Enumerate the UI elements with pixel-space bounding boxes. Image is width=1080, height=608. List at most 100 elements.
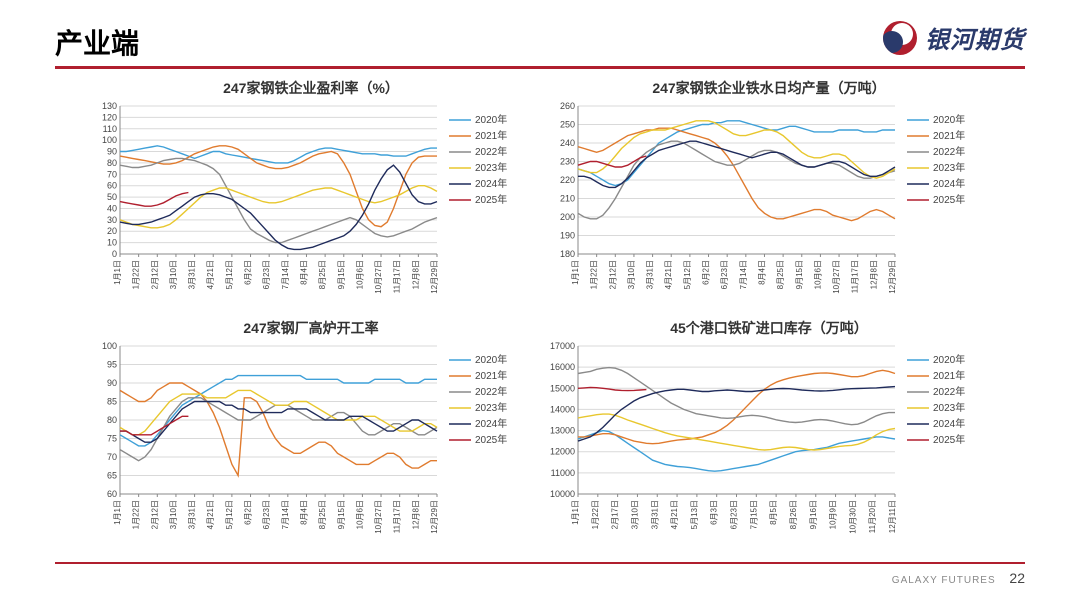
- svg-text:10月27日: 10月27日: [832, 260, 841, 294]
- svg-text:60: 60: [107, 181, 117, 191]
- svg-text:7月14日: 7月14日: [281, 500, 290, 529]
- svg-text:7月14日: 7月14日: [281, 260, 290, 289]
- svg-text:2022年: 2022年: [933, 145, 965, 158]
- svg-text:2024年: 2024年: [475, 417, 507, 430]
- svg-text:10月6日: 10月6日: [355, 260, 364, 289]
- svg-text:20: 20: [107, 226, 117, 236]
- svg-text:5月12日: 5月12日: [683, 260, 692, 289]
- svg-text:2020年: 2020年: [475, 353, 507, 366]
- svg-text:1月1日: 1月1日: [113, 260, 122, 285]
- footer: GALAXY FUTURES 22: [892, 570, 1025, 586]
- svg-text:2020年: 2020年: [933, 113, 965, 126]
- svg-text:9月15日: 9月15日: [337, 260, 346, 289]
- chart-panel-4: 45个港口铁矿进口库存（万吨） 100001100012000130001400…: [548, 318, 990, 552]
- svg-text:250: 250: [560, 120, 575, 130]
- svg-text:11月17日: 11月17日: [393, 500, 402, 533]
- svg-text:12月8日: 12月8日: [869, 260, 878, 289]
- chart-grid: 247家钢铁企业盈利率（%） 0102030405060708090100110…: [90, 78, 990, 548]
- page-title: 产业端: [55, 22, 1025, 62]
- svg-text:12000: 12000: [550, 447, 575, 457]
- svg-text:7月14日: 7月14日: [739, 260, 748, 289]
- svg-text:6月2日: 6月2日: [244, 260, 253, 285]
- svg-text:1月1日: 1月1日: [571, 500, 580, 525]
- brand-logo-icon: [883, 21, 917, 55]
- svg-text:3月10日: 3月10日: [169, 260, 178, 289]
- page-number: 22: [1009, 570, 1025, 586]
- svg-text:1月22日: 1月22日: [591, 500, 600, 529]
- svg-text:2024年: 2024年: [475, 177, 507, 190]
- svg-text:2020年: 2020年: [475, 113, 507, 126]
- svg-text:11000: 11000: [551, 468, 575, 478]
- svg-text:100: 100: [102, 135, 117, 145]
- svg-text:9月15日: 9月15日: [337, 500, 346, 529]
- svg-text:100: 100: [102, 341, 117, 351]
- svg-text:8月5日: 8月5日: [769, 500, 778, 525]
- chart-title-3: 247家钢厂高炉开工率: [90, 318, 532, 338]
- svg-text:130: 130: [102, 101, 117, 111]
- svg-text:2024年: 2024年: [933, 417, 965, 430]
- svg-text:200: 200: [560, 212, 575, 222]
- svg-text:2月17日: 2月17日: [611, 500, 620, 529]
- svg-text:8月25日: 8月25日: [776, 260, 785, 289]
- svg-text:2025年: 2025年: [475, 433, 507, 446]
- svg-text:10月30日: 10月30日: [848, 500, 857, 534]
- svg-text:2023年: 2023年: [933, 401, 965, 414]
- svg-text:6月3日: 6月3日: [710, 500, 719, 525]
- svg-text:12月11日: 12月11日: [888, 500, 897, 533]
- svg-text:11月17日: 11月17日: [393, 260, 402, 293]
- svg-text:2022年: 2022年: [933, 385, 965, 398]
- svg-text:12月8日: 12月8日: [411, 500, 420, 529]
- svg-text:9月15日: 9月15日: [795, 260, 804, 289]
- svg-text:3月31日: 3月31日: [646, 260, 655, 289]
- svg-text:11月20日: 11月20日: [868, 500, 877, 533]
- svg-text:85: 85: [107, 397, 117, 407]
- svg-text:230: 230: [560, 157, 575, 167]
- chart-2: 1801902002102202302402502601月1日1月22日2月12…: [548, 100, 990, 312]
- svg-text:3月31日: 3月31日: [650, 500, 659, 529]
- svg-text:70: 70: [107, 452, 117, 462]
- svg-text:12月29日: 12月29日: [430, 260, 439, 294]
- svg-text:4月21日: 4月21日: [664, 260, 673, 289]
- svg-text:10月27日: 10月27日: [374, 500, 383, 534]
- svg-text:40: 40: [107, 203, 117, 213]
- chart-title-2: 247家钢铁企业铁水日均产量（万吨）: [548, 78, 990, 98]
- svg-text:1月1日: 1月1日: [571, 260, 580, 285]
- chart-panel-2: 247家钢铁企业铁水日均产量（万吨） 180190200210220230240…: [548, 78, 990, 312]
- svg-text:12月8日: 12月8日: [411, 260, 420, 289]
- svg-text:16000: 16000: [550, 362, 575, 372]
- svg-text:10月6日: 10月6日: [813, 260, 822, 289]
- svg-text:6月2日: 6月2日: [702, 260, 711, 285]
- svg-text:2021年: 2021年: [475, 129, 507, 142]
- svg-text:1月22日: 1月22日: [590, 260, 599, 289]
- svg-text:6月23日: 6月23日: [262, 260, 271, 289]
- chart-title-4: 45个港口铁矿进口库存（万吨）: [548, 318, 990, 338]
- svg-text:2023年: 2023年: [475, 401, 507, 414]
- svg-text:2月12日: 2月12日: [150, 260, 159, 289]
- svg-text:2022年: 2022年: [475, 145, 507, 158]
- svg-text:2020年: 2020年: [933, 353, 965, 366]
- svg-text:120: 120: [102, 112, 117, 122]
- svg-text:70: 70: [107, 169, 117, 179]
- svg-text:10: 10: [107, 238, 117, 248]
- svg-text:11月17日: 11月17日: [851, 260, 860, 293]
- divider-bottom: [55, 562, 1025, 564]
- svg-text:180: 180: [560, 249, 575, 259]
- svg-text:50: 50: [107, 192, 117, 202]
- svg-text:6月2日: 6月2日: [244, 500, 253, 525]
- svg-text:65: 65: [107, 471, 117, 481]
- svg-text:6月23日: 6月23日: [730, 500, 739, 529]
- svg-text:2021年: 2021年: [475, 369, 507, 382]
- svg-text:12月29日: 12月29日: [888, 260, 897, 294]
- svg-text:1月22日: 1月22日: [132, 260, 141, 289]
- svg-text:90: 90: [107, 147, 117, 157]
- svg-text:190: 190: [560, 231, 575, 241]
- svg-text:10月27日: 10月27日: [374, 260, 383, 294]
- svg-text:1月22日: 1月22日: [132, 500, 141, 529]
- svg-text:80: 80: [107, 415, 117, 425]
- svg-text:6月23日: 6月23日: [262, 500, 271, 529]
- svg-text:4月21日: 4月21日: [670, 500, 679, 529]
- svg-text:60: 60: [107, 489, 117, 499]
- svg-text:10月9日: 10月9日: [829, 500, 838, 529]
- svg-text:110: 110: [103, 124, 117, 134]
- svg-text:10000: 10000: [550, 489, 575, 499]
